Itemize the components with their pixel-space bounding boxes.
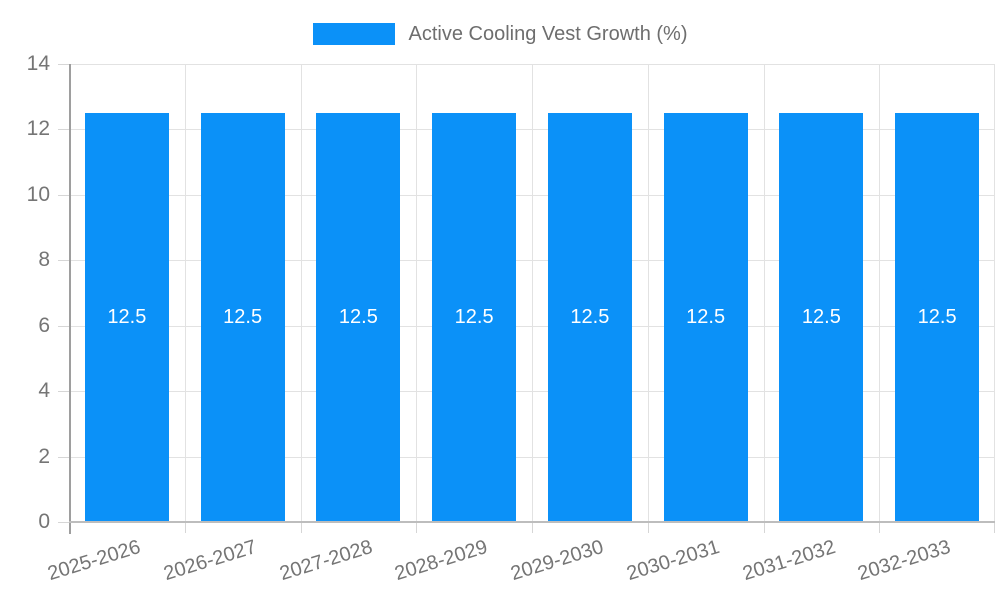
x-axis-tick-label: 2029-2030 (508, 536, 607, 586)
gridline-vertical (416, 64, 418, 522)
x-axis-tick-label: 2026-2027 (161, 536, 260, 586)
y-axis-tick-label: 14 (26, 52, 50, 75)
y-axis-tick-label: 4 (38, 379, 50, 403)
y-axis-tick (58, 194, 69, 196)
legend-swatch-icon (312, 23, 395, 45)
y-axis-tick (58, 64, 69, 65)
y-axis-tick-label: 0 (38, 510, 50, 533)
legend-label: Active Cooling Vest Growth (%) (408, 22, 688, 45)
gridline-vertical (994, 64, 995, 522)
bar-value-label: 12.5 (570, 306, 610, 329)
bar-value-label: 12.5 (686, 306, 726, 329)
y-axis-tick (58, 260, 69, 262)
bar[interactable]: 12.5 (84, 113, 169, 522)
y-axis-tick (58, 522, 69, 523)
x-axis-tick (416, 522, 418, 533)
y-axis-tick-label: 10 (26, 182, 50, 206)
bar[interactable]: 12.5 (432, 113, 517, 522)
x-axis-tick-label: 2031-2032 (739, 536, 838, 586)
y-axis-line (69, 64, 71, 534)
bar[interactable]: 12.5 (547, 113, 632, 522)
x-axis-tick-label: 2030-2031 (624, 536, 723, 586)
gridline-vertical (647, 64, 649, 522)
bar[interactable]: 12.5 (316, 113, 401, 522)
bar[interactable]: 12.5 (200, 113, 285, 522)
y-axis-tick (58, 129, 69, 131)
x-axis-tick-label: 2027-2028 (276, 536, 375, 586)
bar-value-label: 12.5 (454, 306, 494, 329)
bar[interactable]: 12.5 (895, 113, 980, 522)
plot-area: 0 2 4 6 8 10 12 14 12.5 2025-2026 12.5 2026-2027 12.… (27, 52, 995, 585)
y-axis-tick (58, 325, 69, 327)
bar-value-label: 12.5 (107, 306, 147, 329)
x-axis-tick (763, 522, 765, 533)
y-axis-tick (58, 391, 69, 393)
y-axis-tick-label: 8 (38, 248, 50, 272)
chart-legend[interactable]: Active Cooling Vest Growth (%) (0, 20, 1000, 48)
y-axis-tick (58, 456, 69, 458)
bar[interactable]: 12.5 (663, 113, 748, 522)
y-axis-tick-label: 12 (26, 117, 50, 141)
bar-value-label: 12.5 (801, 306, 841, 329)
x-axis-tick (300, 522, 302, 533)
bar-value-label: 12.5 (338, 306, 378, 329)
gridline-vertical (763, 64, 765, 522)
x-axis-tick-label: 2032-2033 (855, 536, 954, 586)
gridline-vertical (532, 64, 533, 522)
gridline-vertical (879, 64, 881, 522)
bar[interactable]: 12.5 (779, 113, 864, 522)
y-axis-tick-label: 6 (38, 313, 50, 337)
x-axis-tick (647, 522, 649, 533)
y-axis-tick-label: 2 (38, 444, 50, 468)
x-axis-tick-label: 2025-2026 (45, 536, 144, 586)
bar-value-label: 12.5 (223, 306, 263, 329)
gridline-vertical (184, 64, 186, 522)
x-axis-tick-label: 2028-2029 (392, 536, 491, 586)
x-axis-tick (879, 522, 881, 533)
bar-value-label: 12.5 (917, 306, 957, 329)
x-axis-line (69, 521, 995, 523)
x-axis-tick (532, 522, 533, 533)
x-axis-tick (184, 522, 186, 533)
x-axis-tick (994, 522, 995, 533)
gridline-vertical (300, 64, 302, 522)
